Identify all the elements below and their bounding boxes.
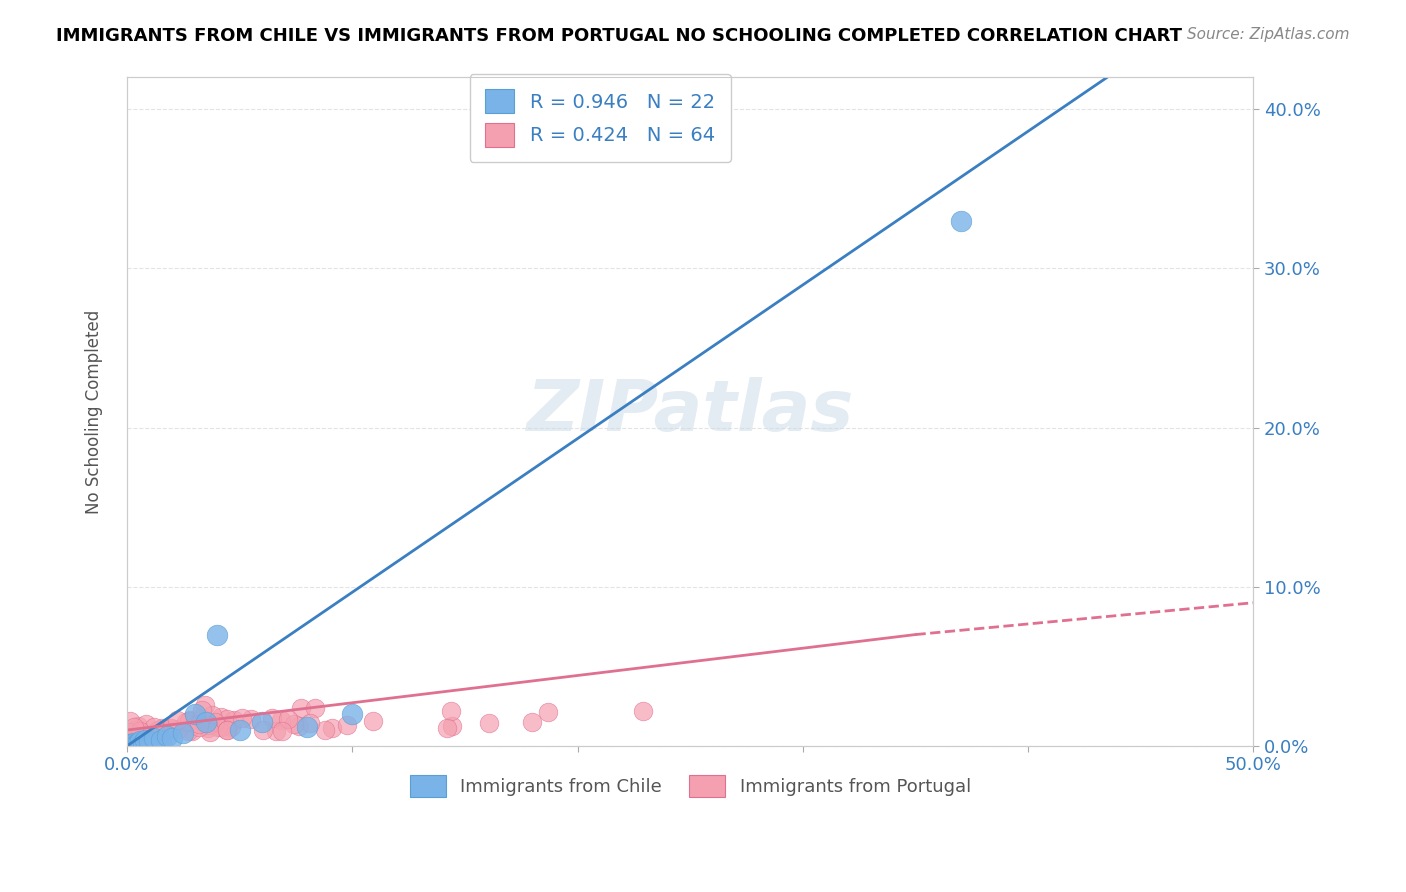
Point xyxy=(205,627,228,641)
Point xyxy=(217,723,239,738)
Point xyxy=(172,726,194,740)
Point xyxy=(949,213,972,227)
Point xyxy=(215,723,238,737)
Point xyxy=(298,716,321,731)
Point xyxy=(183,707,205,722)
Point xyxy=(266,723,288,738)
Point xyxy=(122,736,145,750)
Point xyxy=(271,723,294,738)
Point xyxy=(174,714,197,729)
Point xyxy=(209,720,232,734)
Point xyxy=(149,732,172,747)
Point xyxy=(129,724,152,739)
Point xyxy=(207,720,229,734)
Point xyxy=(146,723,169,738)
Point xyxy=(120,738,142,752)
Point xyxy=(131,736,153,750)
Point xyxy=(179,714,201,728)
Point xyxy=(191,702,214,716)
Text: IMMIGRANTS FROM CHILE VS IMMIGRANTS FROM PORTUGAL NO SCHOOLING COMPLETED CORRELA: IMMIGRANTS FROM CHILE VS IMMIGRANTS FROM… xyxy=(56,27,1182,45)
Point xyxy=(194,698,217,713)
Point xyxy=(188,716,211,731)
Legend: Immigrants from Chile, Immigrants from Portugal: Immigrants from Chile, Immigrants from P… xyxy=(402,767,979,804)
Point xyxy=(162,723,184,737)
Point xyxy=(536,705,558,719)
Point xyxy=(166,722,188,736)
Point xyxy=(436,721,458,735)
Point xyxy=(179,713,201,727)
Point xyxy=(522,714,544,729)
Point xyxy=(270,714,292,728)
Point xyxy=(138,734,160,748)
Point xyxy=(228,723,250,737)
Point xyxy=(342,707,364,722)
Point xyxy=(197,721,219,735)
Point xyxy=(478,716,501,731)
Point xyxy=(304,701,326,715)
Point xyxy=(125,723,148,737)
Point xyxy=(127,719,149,733)
Point xyxy=(290,700,312,714)
Point xyxy=(440,704,463,718)
Point xyxy=(277,712,299,726)
Point xyxy=(321,721,343,735)
Point xyxy=(156,730,179,744)
Point xyxy=(295,720,318,734)
Point xyxy=(148,724,170,739)
Point xyxy=(287,719,309,733)
Point xyxy=(127,736,149,750)
Point xyxy=(361,714,384,729)
Point xyxy=(198,725,221,739)
Point xyxy=(124,720,146,734)
Point xyxy=(180,724,202,739)
Point xyxy=(283,717,305,731)
Point xyxy=(177,724,200,739)
Point xyxy=(221,720,243,734)
Point xyxy=(231,711,253,725)
Point xyxy=(336,718,359,732)
Point xyxy=(239,712,262,726)
Point xyxy=(129,734,152,748)
Point xyxy=(157,723,180,737)
Point xyxy=(204,714,226,729)
Point xyxy=(134,732,156,747)
Point xyxy=(224,713,246,727)
Point xyxy=(194,715,217,730)
Point xyxy=(135,717,157,731)
Point xyxy=(125,725,148,739)
Point xyxy=(118,725,141,739)
Point xyxy=(201,708,224,723)
Point xyxy=(260,710,283,724)
Point xyxy=(160,731,183,745)
Point xyxy=(150,721,173,735)
Point xyxy=(217,712,239,726)
Point xyxy=(125,738,148,752)
Point xyxy=(120,714,142,729)
Point xyxy=(190,711,212,725)
Point xyxy=(209,710,232,724)
Point xyxy=(159,721,181,735)
Point xyxy=(142,731,165,745)
Point xyxy=(197,718,219,732)
Point xyxy=(142,720,165,734)
Point xyxy=(166,713,188,727)
Point xyxy=(252,723,274,738)
Point xyxy=(314,723,336,737)
Point xyxy=(118,738,141,752)
Point xyxy=(440,719,463,733)
Point xyxy=(250,715,273,730)
Point xyxy=(631,704,654,718)
Text: Source: ZipAtlas.com: Source: ZipAtlas.com xyxy=(1187,27,1350,42)
Y-axis label: No Schooling Completed: No Schooling Completed xyxy=(86,310,103,514)
Text: ZIPatlas: ZIPatlas xyxy=(526,377,853,446)
Point xyxy=(187,720,209,734)
